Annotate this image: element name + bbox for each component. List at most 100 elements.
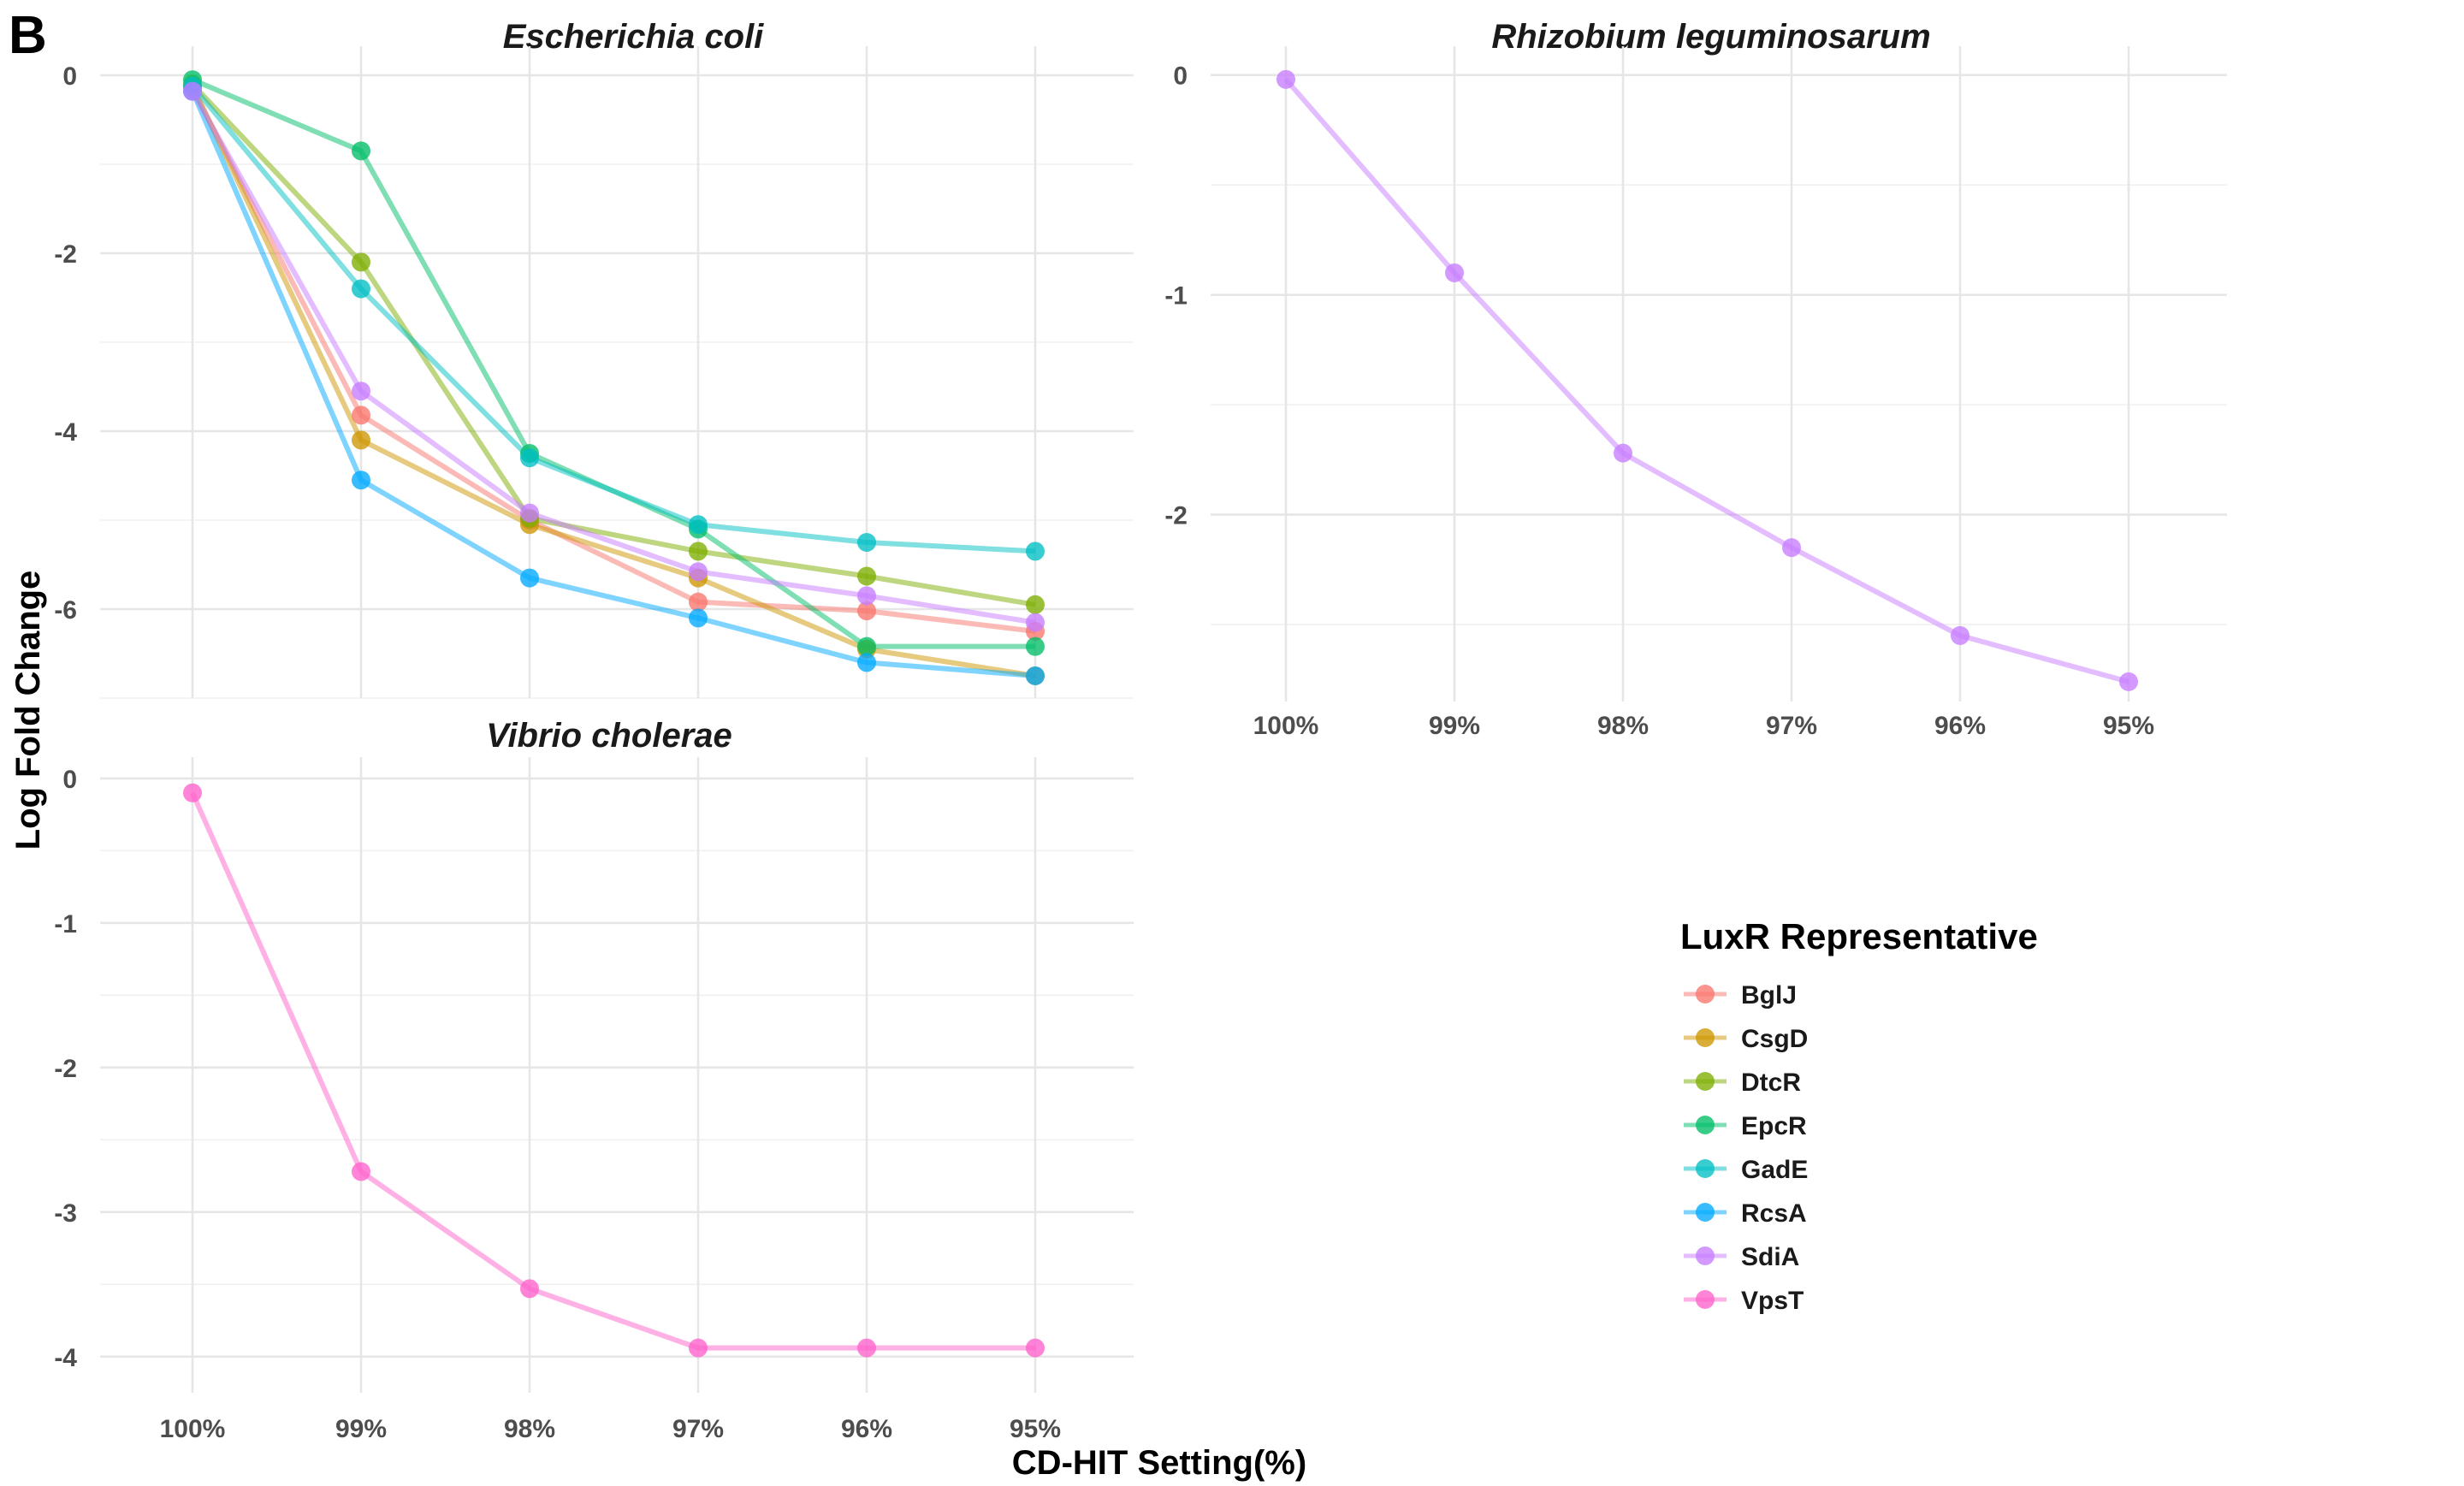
y-axis-title: Log Fold Change xyxy=(9,571,47,850)
data-point-gade xyxy=(689,515,708,535)
data-point-gade xyxy=(352,279,370,299)
facet-title-escherichia-coli: Escherichia coli xyxy=(503,18,764,56)
series-line-vpst xyxy=(190,791,1035,1351)
legend-item-gade: GadE xyxy=(1684,1156,1808,1184)
legend-point-swatch xyxy=(1696,1072,1715,1091)
legend-item-sdia: SdiA xyxy=(1684,1243,1799,1271)
y-tick-label-escherichia-coli: -6 xyxy=(54,596,77,625)
series-line-sdia xyxy=(190,90,1036,625)
series-line-rcsa xyxy=(190,90,1036,678)
series-line-gade xyxy=(190,84,1036,554)
y-tick-label-vibrio-cholerae: 0 xyxy=(62,766,77,794)
grid-rhizobium-leguminosarum xyxy=(1211,46,2227,702)
data-point-epcr xyxy=(1026,636,1045,656)
series-escherichia-coli xyxy=(183,70,1045,685)
facet-vibrio-cholerae: Vibrio cholerae 0 -1 -2 -3 -4 100% 99% 98% 97% 9… xyxy=(54,717,1134,1443)
panel-label: B xyxy=(9,6,47,65)
data-point-sdia xyxy=(1782,538,1801,558)
legend-title: LuxR Representative xyxy=(1680,916,2038,956)
legend-entries: BglJ CsgD DtcR EpcR GadE RcsA SdiA VpsT xyxy=(1684,981,1808,1315)
x-tick-label-rhizobium-leguminosarum: 99% xyxy=(1429,712,1480,740)
x-tick-label-vibrio-cholerae: 97% xyxy=(672,1415,724,1443)
data-point-bglj xyxy=(689,592,708,612)
data-point-gade xyxy=(1026,542,1045,561)
data-point-sdia xyxy=(1614,443,1632,463)
data-point-vpst xyxy=(1026,1338,1045,1358)
x-tick-label-vibrio-cholerae: 99% xyxy=(335,1415,387,1443)
x-ticks-rhizobium-leguminosarum: 100% 99% 98% 97% 96% 95% xyxy=(1253,712,2154,740)
x-tick-label-rhizobium-leguminosarum: 96% xyxy=(1934,712,1986,740)
legend-point-swatch xyxy=(1696,985,1715,1003)
data-point-rcsa xyxy=(689,608,708,628)
series-line-dtcr xyxy=(190,82,1036,607)
y-tick-label-escherichia-coli: -4 xyxy=(54,418,77,447)
x-tick-label-vibrio-cholerae: 96% xyxy=(841,1415,892,1443)
x-tick-label-vibrio-cholerae: 100% xyxy=(160,1415,226,1443)
x-tick-label-rhizobium-leguminosarum: 97% xyxy=(1766,712,1817,740)
series-rhizobium-leguminosarum xyxy=(1276,69,2138,691)
data-point-bglj xyxy=(857,601,876,621)
series-line-sdia xyxy=(1283,77,2129,684)
data-point-sdia xyxy=(2119,672,2138,691)
x-tick-label-rhizobium-leguminosarum: 98% xyxy=(1597,712,1649,740)
data-point-rcsa xyxy=(857,653,876,672)
y-ticks-rhizobium-leguminosarum: 0 -1 -2 xyxy=(1164,62,1188,530)
data-point-dtcr xyxy=(689,542,708,561)
y-tick-label-escherichia-coli: -2 xyxy=(54,240,77,269)
data-point-sdia xyxy=(689,562,708,582)
data-point-sdia xyxy=(1445,263,1464,282)
data-point-dtcr xyxy=(352,252,370,272)
x-tick-label-rhizobium-leguminosarum: 100% xyxy=(1253,712,1319,740)
legend-item-epcr: EpcR xyxy=(1684,1112,1807,1140)
data-point-epcr xyxy=(352,141,370,161)
legend-label: GadE xyxy=(1741,1156,1808,1184)
data-point-sdia xyxy=(1276,69,1295,89)
data-point-rcsa xyxy=(1026,666,1045,685)
data-point-vpst xyxy=(689,1338,708,1358)
data-point-sdia xyxy=(183,81,202,101)
series-vibrio-cholerae xyxy=(183,783,1045,1358)
legend-label: DtcR xyxy=(1741,1069,1801,1097)
legend-point-swatch xyxy=(1696,1203,1715,1222)
data-point-vpst xyxy=(520,1279,539,1299)
x-tick-label-vibrio-cholerae: 95% xyxy=(1010,1415,1061,1443)
legend-item-rcsa: RcsA xyxy=(1684,1199,1807,1228)
y-tick-label-escherichia-coli: 0 xyxy=(62,62,77,91)
x-ticks-vibrio-cholerae: 100% 99% 98% 97% 96% 95% xyxy=(160,1415,1061,1443)
data-point-bglj xyxy=(352,406,370,425)
legend-label: EpcR xyxy=(1741,1112,1807,1140)
y-tick-label-rhizobium-leguminosarum: -2 xyxy=(1164,502,1188,530)
data-point-vpst xyxy=(183,783,202,802)
y-tick-label-vibrio-cholerae: -1 xyxy=(54,910,77,938)
x-tick-label-rhizobium-leguminosarum: 95% xyxy=(2103,712,2154,740)
legend-label: CsgD xyxy=(1741,1025,1808,1053)
data-point-sdia xyxy=(1026,613,1045,632)
y-tick-label-rhizobium-leguminosarum: 0 xyxy=(1173,62,1188,91)
data-point-gade xyxy=(857,533,876,552)
facet-title-rhizobium-leguminosarum: Rhizobium leguminosarum xyxy=(1491,18,1930,56)
data-point-sdia xyxy=(520,503,539,523)
legend: LuxR Representative BglJ CsgD DtcR EpcR GadE… xyxy=(1680,916,2038,1315)
y-tick-label-rhizobium-leguminosarum: -1 xyxy=(1164,282,1188,311)
legend-label: SdiA xyxy=(1741,1243,1799,1271)
data-point-dtcr xyxy=(1026,595,1045,614)
facet-rhizobium-leguminosarum: Rhizobium leguminosarum 0 -1 -2 100% 99% 98%… xyxy=(1164,18,2227,740)
legend-label: BglJ xyxy=(1741,981,1797,1009)
data-point-csgd xyxy=(352,430,370,450)
data-point-rcsa xyxy=(352,471,370,490)
legend-point-swatch xyxy=(1696,1290,1715,1309)
facet-escherichia-coli: Escherichia coli 0 -2 -4 -6 xyxy=(54,18,1134,699)
data-point-dtcr xyxy=(857,566,876,586)
y-tick-label-vibrio-cholerae: -3 xyxy=(54,1199,77,1228)
x-tick-label-vibrio-cholerae: 98% xyxy=(504,1415,555,1443)
x-axis-title: CD-HIT Setting(%) xyxy=(1012,1444,1306,1482)
data-point-sdia xyxy=(1951,625,1969,645)
legend-label: RcsA xyxy=(1741,1199,1807,1228)
data-point-epcr xyxy=(857,636,876,656)
data-point-vpst xyxy=(352,1162,370,1181)
legend-item-bglj: BglJ xyxy=(1684,981,1797,1009)
legend-item-vpst: VpsT xyxy=(1684,1287,1804,1315)
legend-point-swatch xyxy=(1696,1246,1715,1265)
series-line-csgd xyxy=(190,85,1036,678)
data-point-gade xyxy=(520,448,539,468)
